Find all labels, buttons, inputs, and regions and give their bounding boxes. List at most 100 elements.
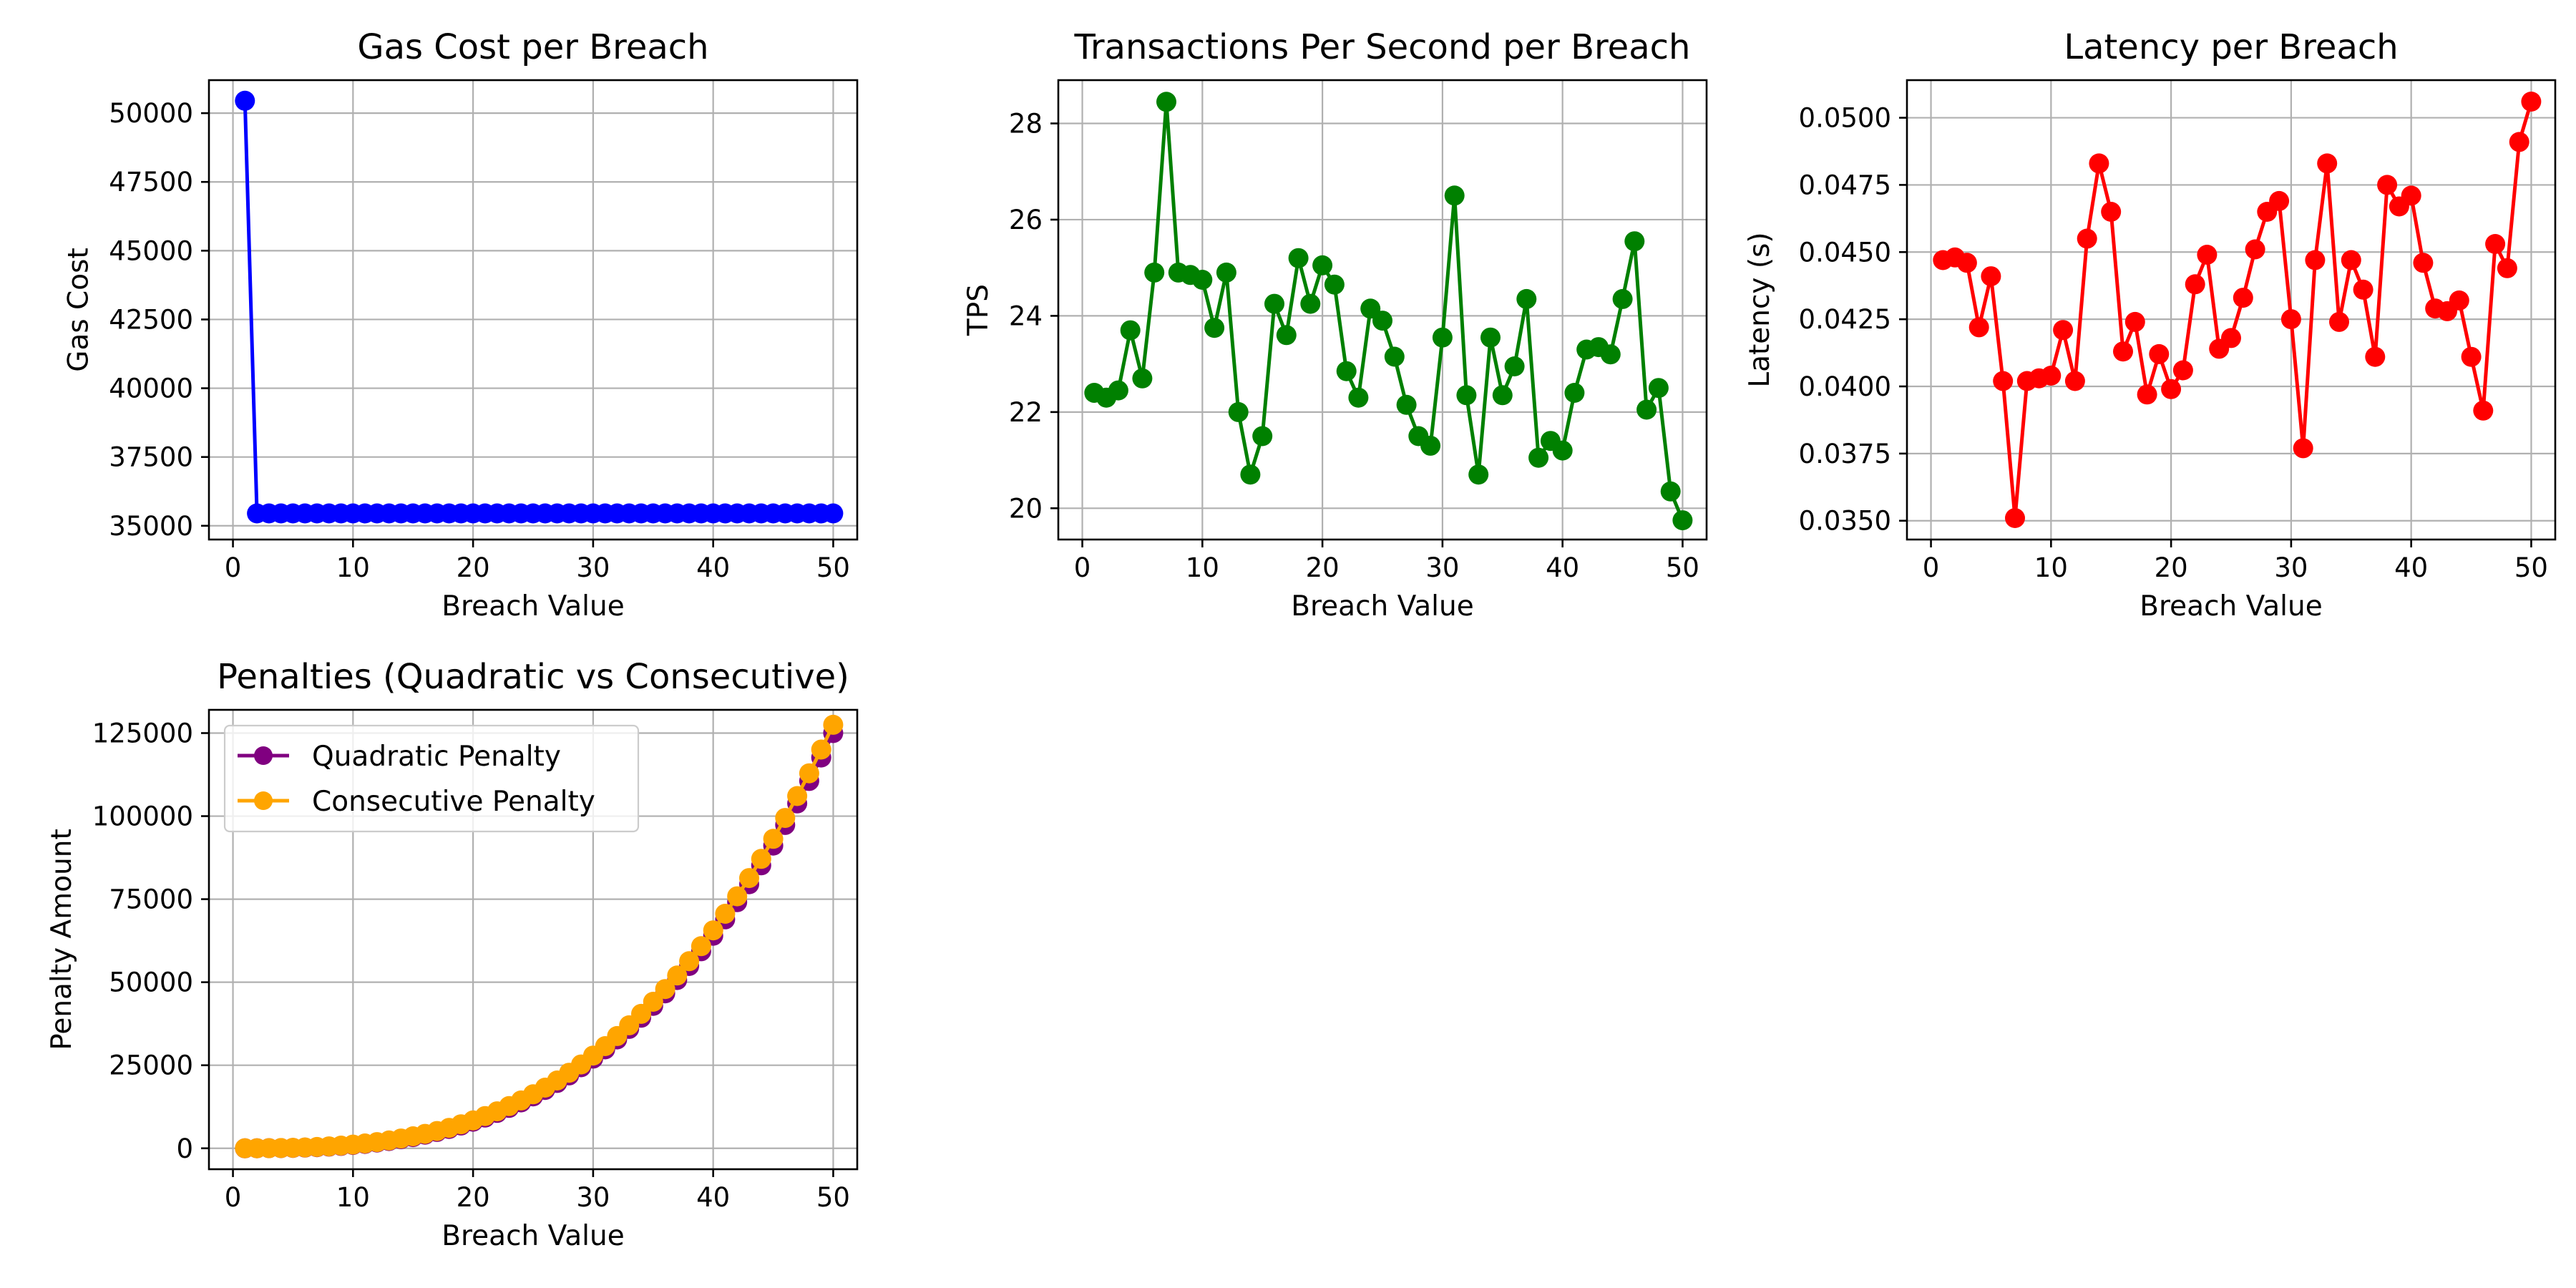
tps-series-0-point bbox=[1132, 368, 1153, 389]
tps-series-0-point bbox=[1372, 311, 1392, 331]
gas-cost-chart-title: Gas Cost per Breach bbox=[357, 27, 708, 67]
latency-series-0-point bbox=[2269, 190, 2290, 211]
tps-chart-title: Transactions Per Second per Breach bbox=[1074, 27, 1691, 67]
latency-series-group bbox=[1933, 92, 2542, 528]
y-tick-label: 0.0425 bbox=[1799, 304, 1891, 335]
x-tick-label: 10 bbox=[336, 1182, 370, 1213]
legend-entry-label: Consecutive Penalty bbox=[312, 786, 595, 818]
latency-series-0-point bbox=[1993, 371, 2014, 391]
latency-series-0-point bbox=[2401, 185, 2421, 206]
penalties-series-1-point bbox=[727, 886, 748, 907]
tps-series-0-point bbox=[1144, 262, 1165, 283]
legend-swatch-marker bbox=[254, 791, 273, 810]
latency-series-0-point bbox=[2245, 239, 2265, 260]
gas-cost-y-axis-label: Gas Cost bbox=[63, 248, 95, 372]
x-tick-label: 40 bbox=[696, 1182, 730, 1213]
x-tick-label: 20 bbox=[2155, 552, 2188, 583]
x-tick-label: 50 bbox=[2514, 552, 2548, 583]
latency-series-0-point bbox=[2521, 92, 2542, 112]
latency-series-0-point bbox=[2485, 234, 2506, 254]
latency-y-axis-label: Latency (s) bbox=[1744, 232, 1776, 387]
legend-swatch-marker bbox=[254, 746, 273, 765]
latency-series-0-point bbox=[2197, 245, 2218, 265]
latency-axes-frame bbox=[1906, 79, 2557, 541]
tps-series-0-point bbox=[1216, 262, 1236, 283]
penalties-axes-frame bbox=[208, 708, 859, 1171]
tps-series-0-point bbox=[1516, 288, 1537, 309]
x-tick-label: 30 bbox=[2274, 552, 2308, 583]
tps-y-axis-label: TPS bbox=[962, 284, 995, 336]
tps-series-0-point bbox=[1444, 185, 1465, 206]
x-tick-label: 50 bbox=[816, 552, 850, 583]
latency-series-0-point bbox=[2161, 379, 2182, 399]
y-tick-label: 40000 bbox=[109, 374, 193, 404]
penalties-series-1-point bbox=[715, 904, 736, 924]
penalties-series-1-point bbox=[751, 849, 771, 869]
penalties-series-group bbox=[235, 714, 844, 1158]
x-tick-label: 40 bbox=[1546, 552, 1579, 583]
tps-series-0-point bbox=[1504, 356, 1525, 376]
latency-series-0-point bbox=[1956, 253, 1977, 273]
tps-series-0-point bbox=[1384, 346, 1405, 367]
legend-entry-label: Quadratic Penalty bbox=[312, 741, 561, 773]
legend-box bbox=[223, 724, 640, 833]
penalties-series-1-point bbox=[775, 808, 796, 829]
x-tick-label: 10 bbox=[336, 552, 370, 583]
penalties-series-1-point bbox=[763, 829, 784, 849]
tps-series-0-point bbox=[1432, 327, 1453, 348]
y-tick-label: 0.0375 bbox=[1799, 439, 1891, 469]
tps-series-0-point bbox=[1312, 255, 1333, 275]
x-tick-label: 50 bbox=[1666, 552, 1699, 583]
x-tick-label: 20 bbox=[1306, 552, 1340, 583]
tps-series-0-point bbox=[1420, 435, 1441, 456]
tps-series-0-point bbox=[1300, 293, 1321, 314]
latency-series-0-point bbox=[2377, 175, 2398, 195]
latency-series-0-point bbox=[2353, 279, 2373, 300]
latency-series-0-point bbox=[2137, 384, 2157, 405]
y-tick-label: 75000 bbox=[109, 884, 193, 915]
latency-series-0-point bbox=[2185, 274, 2205, 295]
latency-series-0-point bbox=[2041, 366, 2062, 386]
gas-cost-series-group bbox=[235, 90, 844, 524]
penalties-legend: Quadratic Penalty Consecutive Penalty bbox=[223, 724, 640, 833]
latency-series-0-point bbox=[2053, 320, 2074, 341]
latency-series-0-point bbox=[2089, 153, 2109, 174]
y-tick-label: 0.0450 bbox=[1799, 237, 1891, 268]
tps-chart: Transactions Per Second per Breach Breac… bbox=[962, 27, 1708, 623]
y-tick-label: 45000 bbox=[109, 235, 193, 266]
y-tick-label: 0.0500 bbox=[1799, 103, 1891, 134]
latency-series-0-point bbox=[2473, 400, 2494, 421]
penalties-x-axis-label: Breach Value bbox=[441, 1220, 624, 1252]
x-tick-label: 40 bbox=[2394, 552, 2428, 583]
tps-series-0-point bbox=[1348, 387, 1369, 408]
penalties-series-1-point bbox=[655, 979, 675, 1000]
x-tick-label: 20 bbox=[457, 1182, 490, 1213]
y-tick-label: 0 bbox=[176, 1133, 193, 1164]
tps-series-0-point bbox=[1240, 464, 1261, 485]
penalties-series-1-point bbox=[787, 786, 808, 806]
tps-series-0-point bbox=[1624, 231, 1645, 252]
latency-series-0-point bbox=[2172, 360, 2193, 381]
latency-series-0-point bbox=[2341, 250, 2361, 270]
tps-series-0-point bbox=[1264, 293, 1284, 314]
tps-series-0-point bbox=[1336, 361, 1357, 381]
gas-cost-series-0-point bbox=[235, 90, 255, 111]
tps-series-0-point bbox=[1636, 399, 1657, 420]
latency-series-0-point bbox=[2461, 346, 2482, 367]
x-tick-label: 0 bbox=[1074, 552, 1091, 583]
latency-series-0-point bbox=[2233, 288, 2253, 308]
tps-series-0-point bbox=[1156, 92, 1176, 112]
latency-series-0-point bbox=[2149, 343, 2170, 364]
gas-cost-chart: Gas Cost per Breach Breach Value Gas Cos… bbox=[63, 27, 859, 623]
tps-series-0-point bbox=[1480, 327, 1501, 348]
latency-series-0-point bbox=[2305, 250, 2326, 270]
tps-x-axis-label: Breach Value bbox=[1291, 590, 1473, 623]
penalties-y-axis-label: Penalty Amount bbox=[46, 829, 78, 1050]
tps-series-0-point bbox=[1192, 270, 1213, 290]
latency-series-0-point bbox=[2317, 153, 2338, 174]
penalties-series-1-point bbox=[667, 965, 688, 986]
latency-series-0-point bbox=[2101, 202, 2122, 222]
latency-series-0-point bbox=[2113, 341, 2133, 362]
